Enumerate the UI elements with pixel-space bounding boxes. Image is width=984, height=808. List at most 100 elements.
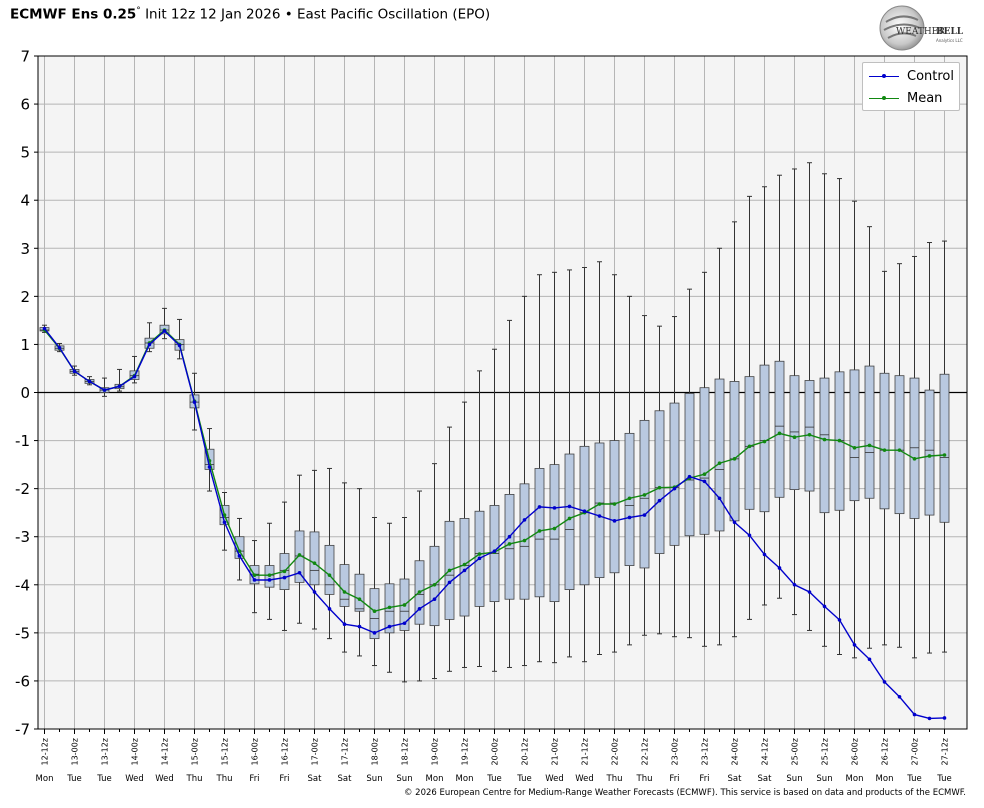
mean-point: [852, 445, 857, 450]
mean-point: [402, 603, 407, 607]
mean-point: [747, 444, 752, 449]
x-day-label: Tue: [906, 774, 922, 784]
box-59: [924, 242, 935, 654]
logo-word1: WEATHER: [896, 27, 945, 37]
mean-point: [612, 502, 617, 506]
box-45: [714, 247, 725, 646]
x-tick-label: 20-12z: [521, 738, 530, 765]
series-lines: [42, 326, 947, 721]
y-tick-label: -4: [15, 576, 30, 594]
x-tick-label: 21-00z: [551, 738, 560, 765]
legend-label-control: Control: [907, 68, 954, 84]
mean-point: [327, 573, 332, 577]
box-43: [684, 288, 695, 639]
y-tick-label: 6: [20, 96, 30, 114]
control-point: [387, 624, 392, 629]
control-point: [192, 400, 197, 404]
mean-point: [762, 439, 767, 444]
x-day-label: Sun: [366, 774, 382, 784]
box-iqr: [894, 375, 905, 515]
y-tick-label: -1: [15, 432, 30, 450]
mean-point: [552, 526, 557, 531]
box-20: [339, 482, 350, 653]
box-37: [594, 261, 605, 655]
x-day-label: Mon: [426, 774, 444, 784]
mean-point: [417, 590, 422, 594]
control-point: [597, 514, 602, 518]
mean-point: [822, 437, 827, 442]
x-tick-label: 14-00z: [131, 738, 140, 765]
x-day-label: Mon: [876, 774, 894, 784]
control-point: [57, 345, 62, 350]
y-tick-label: 2: [20, 288, 30, 306]
control-point: [507, 534, 512, 539]
mean-point: [642, 493, 647, 497]
box-iqr: [579, 445, 590, 586]
control-point: [852, 643, 857, 647]
mean-point: [312, 561, 317, 565]
y-tick-label: -6: [15, 672, 30, 690]
control-point: [582, 509, 587, 514]
box-iqr: [324, 544, 335, 595]
box-iqr: [864, 365, 875, 499]
control-point: [102, 388, 107, 392]
x-tick-label: 22-12z: [641, 738, 650, 765]
x-tick-label: 24-00z: [731, 738, 740, 765]
x-tick-label: 19-00z: [431, 738, 440, 765]
x-day-label: Sat: [758, 774, 773, 784]
control-point: [462, 568, 467, 573]
mean-point: [237, 549, 242, 553]
box-iqr: [879, 372, 890, 510]
control-point: [357, 624, 362, 629]
control-point: [537, 505, 542, 509]
mean-point: [942, 453, 947, 457]
box-21: [354, 488, 365, 657]
mean-point: [897, 448, 902, 452]
x-day-label: Tue: [96, 774, 112, 784]
box-iqr: [909, 377, 920, 519]
control-point: [207, 465, 212, 469]
x-day-label: Sun: [786, 774, 802, 784]
x-day-label: Wed: [155, 774, 174, 784]
box-iqr: [714, 378, 725, 532]
mean-point: [372, 609, 377, 614]
mean-point: [912, 457, 917, 461]
box-57: [894, 263, 905, 648]
x-tick-label: 23-00z: [671, 738, 680, 765]
logo-word2: BELL: [936, 27, 964, 37]
control-point: [477, 556, 482, 561]
control-point: [732, 520, 737, 525]
box-19: [324, 467, 335, 640]
x-day-label: Thu: [186, 774, 203, 784]
box-iqr: [789, 375, 800, 491]
box-38: [609, 274, 620, 653]
box-iqr: [564, 453, 575, 590]
control-point: [447, 580, 452, 585]
box-52: [819, 173, 830, 647]
chart-title: ECMWF Ens 0.25° Init 12z 12 Jan 2026 • E…: [10, 6, 490, 23]
control-point: [237, 554, 242, 558]
control-point: [642, 513, 647, 517]
mean-point: [567, 516, 572, 521]
control-point: [147, 342, 152, 347]
x-day-label: Fri: [279, 774, 289, 784]
control-point: [837, 618, 842, 622]
legend-line-mean: [869, 95, 899, 100]
x-tick-label: 18-00z: [371, 738, 380, 765]
mean-point: [732, 457, 737, 461]
mean-point: [837, 438, 842, 443]
x-day-label: Sat: [308, 774, 323, 784]
mean-point: [657, 485, 662, 490]
x-day-label: Thu: [636, 774, 653, 784]
mean-point: [627, 496, 632, 501]
control-point: [702, 479, 707, 484]
box-iqr: [354, 573, 365, 612]
mean-point: [342, 590, 347, 594]
box-60: [939, 240, 950, 653]
box-46: [729, 221, 740, 638]
mean-point: [882, 448, 887, 452]
mean-point: [537, 529, 542, 533]
box-iqr: [309, 531, 320, 586]
legend-label-mean: Mean: [907, 90, 943, 106]
mean-point: [222, 513, 227, 517]
